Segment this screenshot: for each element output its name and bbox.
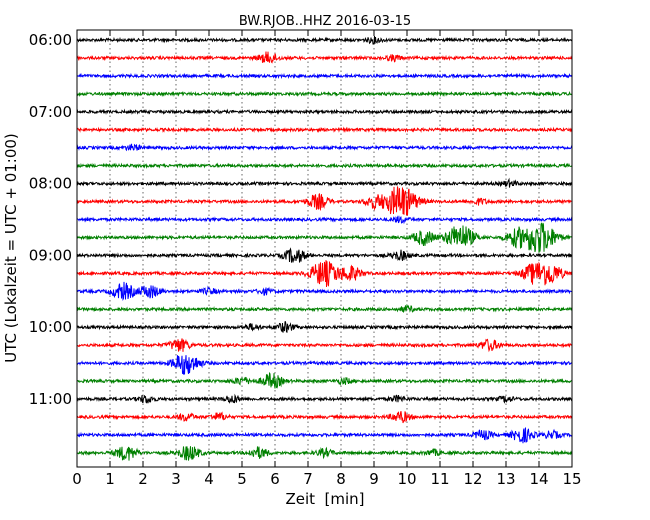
x-tick-label: 12 (463, 470, 482, 488)
x-tick-label: 15 (562, 470, 581, 488)
trace-1045 (76, 371, 573, 389)
trace-0830 (76, 215, 573, 225)
trace-0700 (76, 108, 573, 116)
x-tick-label: 11 (430, 470, 449, 488)
trace-0900 (76, 247, 573, 263)
trace-0945 (76, 303, 573, 314)
trace-group (76, 35, 573, 461)
trace-0800 (76, 177, 573, 188)
trace-0745 (76, 162, 573, 169)
trace-0915 (76, 260, 573, 287)
y-tick-label: 09:00 (29, 246, 72, 264)
x-tick-label: 0 (72, 470, 82, 488)
y-axis: 06:00 07:00 08:00 09:00 10:00 11:00 (29, 31, 572, 408)
y-tick-label: 11:00 (29, 390, 72, 408)
y-axis-label: UTC (Lokalzeit = UTC + 01:00) (2, 133, 20, 363)
trace-1130 (76, 427, 573, 444)
trace-0815 (76, 186, 573, 216)
x-tick-label: 5 (237, 470, 247, 488)
x-tick-label: 10 (397, 470, 416, 488)
x-axis: 0 1 2 3 4 5 6 7 8 9 10 11 12 13 14 15 (72, 30, 582, 488)
trace-1000 (76, 321, 573, 333)
x-tick-label: 1 (105, 470, 115, 488)
trace-0730 (76, 143, 573, 152)
trace-0845 (76, 222, 573, 253)
y-tick-label: 08:00 (29, 175, 72, 193)
trace-1100 (76, 393, 573, 404)
trace-0630 (76, 72, 573, 80)
trace-0615 (76, 51, 573, 64)
trace-0930 (76, 281, 573, 301)
chart-title: BW.RJOB..HHZ 2016-03-15 (239, 14, 411, 29)
x-tick-label: 2 (138, 470, 148, 488)
trace-0715 (76, 126, 573, 133)
x-tick-label: 6 (270, 470, 280, 488)
trace-0600 (76, 35, 573, 45)
x-tick-label: 13 (496, 470, 515, 488)
x-tick-label: 14 (529, 470, 548, 488)
x-axis-label: Zeit [min] (285, 490, 364, 508)
x-tick-label: 3 (171, 470, 181, 488)
trace-1015 (76, 338, 573, 353)
x-tick-label: 9 (369, 470, 379, 488)
plot-frame (76, 29, 573, 468)
y-tick-label: 07:00 (29, 103, 72, 121)
x-tick-label: 8 (336, 470, 346, 488)
y-tick-label: 10:00 (29, 318, 72, 336)
y-tick-label: 06:00 (29, 31, 72, 49)
trace-1145 (76, 446, 573, 461)
grid-lines (76, 30, 573, 467)
trace-0645 (76, 90, 573, 98)
trace-1115 (76, 411, 573, 424)
x-tick-label: 7 (303, 470, 313, 488)
x-tick-label: 4 (204, 470, 214, 488)
trace-1030 (76, 355, 573, 375)
